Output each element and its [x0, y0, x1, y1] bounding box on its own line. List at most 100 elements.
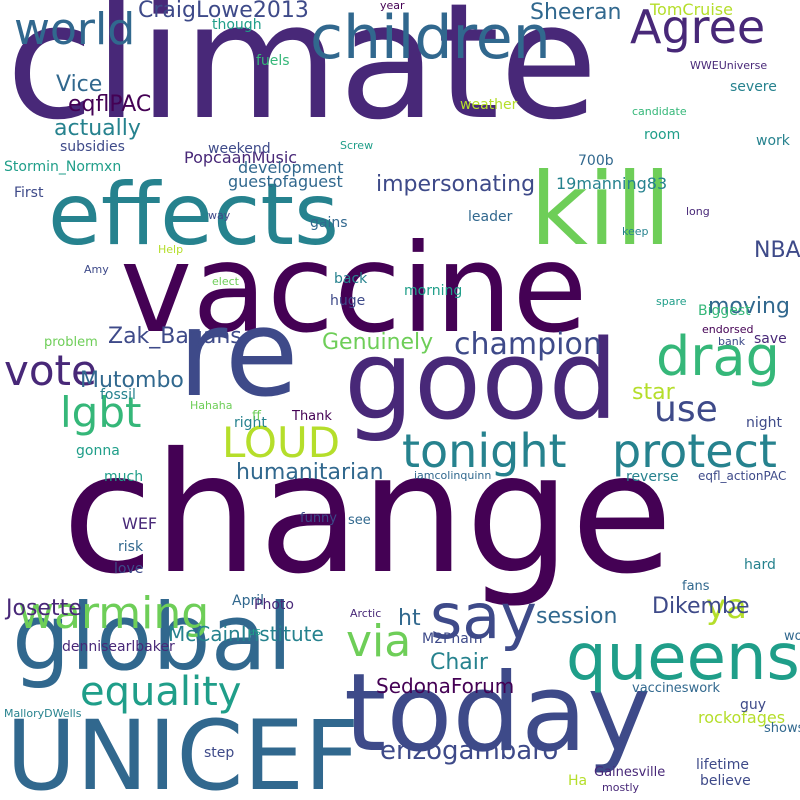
- word-warming: warming: [18, 588, 210, 639]
- word-gonna: gonna: [76, 443, 120, 459]
- word-wef: WEF: [122, 514, 158, 533]
- word-though: though: [212, 17, 262, 33]
- word-vaccineswork: vaccineswork: [632, 681, 721, 696]
- word-climate: climate: [6, 0, 598, 155]
- word-nba: NBA: [754, 238, 800, 263]
- word-agree: Agree: [630, 0, 766, 54]
- word-fossil: fossil: [100, 387, 136, 403]
- word-enzogambaro: enzogambaro: [380, 736, 559, 766]
- word-huge: huge: [330, 293, 366, 309]
- word-gains: gains: [310, 215, 348, 231]
- word-year: year: [380, 0, 405, 12]
- word-believe: believe: [700, 773, 751, 789]
- word-won: won: [784, 629, 800, 644]
- word-change: change: [62, 418, 673, 611]
- word-risk: risk: [118, 539, 144, 555]
- word-mostly: mostly: [602, 781, 640, 794]
- word-step: step: [204, 745, 235, 761]
- word-screw: Screw: [340, 139, 374, 152]
- word-leader: leader: [468, 209, 513, 225]
- word-photo: Photo: [254, 597, 294, 613]
- word-protect: protect: [612, 424, 777, 478]
- word-drag: drag: [656, 325, 780, 388]
- word-night: night: [746, 415, 783, 431]
- word-spare: spare: [656, 295, 687, 308]
- word-severe: severe: [730, 79, 777, 95]
- word-loud: LOUD: [222, 418, 341, 467]
- word-endorsed: endorsed: [702, 323, 754, 336]
- word-use: use: [654, 389, 718, 430]
- word-long: long: [686, 205, 710, 218]
- word-children: children: [310, 3, 551, 73]
- word-say: say: [430, 580, 537, 653]
- word-elect: elect: [212, 275, 239, 288]
- word-thank: Thank: [292, 409, 332, 424]
- word-unicef: UNICEF: [6, 700, 360, 800]
- word-dennisearlbaker: dennisearlbaker: [62, 639, 175, 655]
- word-ya: ya: [706, 587, 747, 627]
- word-mccaininstitute: McCainInstitute: [168, 622, 324, 646]
- word-work: work: [756, 133, 790, 149]
- word-today: today: [344, 651, 652, 776]
- word-impersonating: impersonating: [376, 172, 536, 197]
- word-craiglowe2013: CraigLowe2013: [138, 0, 309, 23]
- word-amy: Amy: [84, 263, 109, 276]
- word-vice: Vice: [56, 72, 103, 97]
- word-hahaha: Hahaha: [190, 399, 233, 412]
- word-hard: hard: [744, 557, 776, 573]
- word-guestofaguest: guestofaguest: [228, 172, 343, 191]
- word-way: way: [208, 209, 231, 222]
- word-humanitarian: humanitarian: [236, 460, 384, 485]
- word-morning: morning: [404, 283, 463, 299]
- word-good: good: [344, 316, 619, 444]
- word-weekend: weekend: [208, 141, 271, 157]
- word-fuels: fuels: [256, 53, 290, 69]
- word-ht: ht: [398, 606, 421, 631]
- word-moving: moving: [708, 294, 790, 319]
- word-us: us: [248, 625, 261, 638]
- word-zak-bagans: Zak_Bagans: [108, 324, 242, 349]
- word-much: much: [104, 469, 144, 485]
- word-subsidies: subsidies: [60, 139, 125, 155]
- word-session: session: [536, 604, 618, 629]
- word-champion: champion: [454, 327, 602, 362]
- word-19manning83: 19manning83: [556, 174, 668, 193]
- word-popcaanmusic: PopcaanMusic: [184, 148, 298, 167]
- word-april: April: [232, 593, 264, 609]
- word-room: room: [644, 127, 681, 143]
- word-700b: 700b: [578, 153, 614, 169]
- word-world: world: [14, 4, 136, 55]
- word-vaccine: vaccine: [120, 218, 588, 360]
- word-see: see: [348, 513, 371, 528]
- word-problem: problem: [44, 335, 98, 350]
- word-keep: keep: [622, 225, 649, 238]
- word-star: star: [632, 380, 675, 405]
- word-re: re: [178, 285, 299, 424]
- word-stormin-normxn: Stormin_Normxn: [4, 159, 122, 175]
- word-sheeran: Sheeran: [530, 0, 622, 25]
- word-bank: bank: [718, 335, 746, 348]
- word-dikembe: Dikembe: [652, 594, 750, 619]
- word-chair: Chair: [430, 650, 488, 675]
- word-candidate: candidate: [632, 105, 687, 118]
- word-rockofages: rockofages: [698, 708, 786, 727]
- word-josette: Josette: [6, 596, 82, 621]
- word-lifetime: lifetime: [696, 757, 749, 773]
- word-queens: queens: [566, 621, 800, 695]
- word-effects: effects: [48, 165, 339, 265]
- word-global: global: [12, 584, 293, 691]
- word-tomcruise: TomCruise: [650, 0, 733, 19]
- word-eqflpac: eqflPAC: [68, 92, 152, 117]
- word-help: Help: [158, 243, 184, 256]
- word-weather: weather: [460, 97, 518, 113]
- word-mallorydwells: MalloryDWells: [4, 707, 82, 720]
- word-development: development: [238, 158, 344, 177]
- word-tonight: tonight: [402, 424, 567, 478]
- word-first: First: [14, 185, 44, 201]
- word-gainesville: Gainesville: [594, 765, 666, 780]
- word-ha: Ha: [568, 773, 588, 789]
- word-fans: fans: [682, 579, 710, 594]
- word-genuinely: Genuinely: [322, 330, 434, 355]
- word-love: love: [114, 561, 144, 577]
